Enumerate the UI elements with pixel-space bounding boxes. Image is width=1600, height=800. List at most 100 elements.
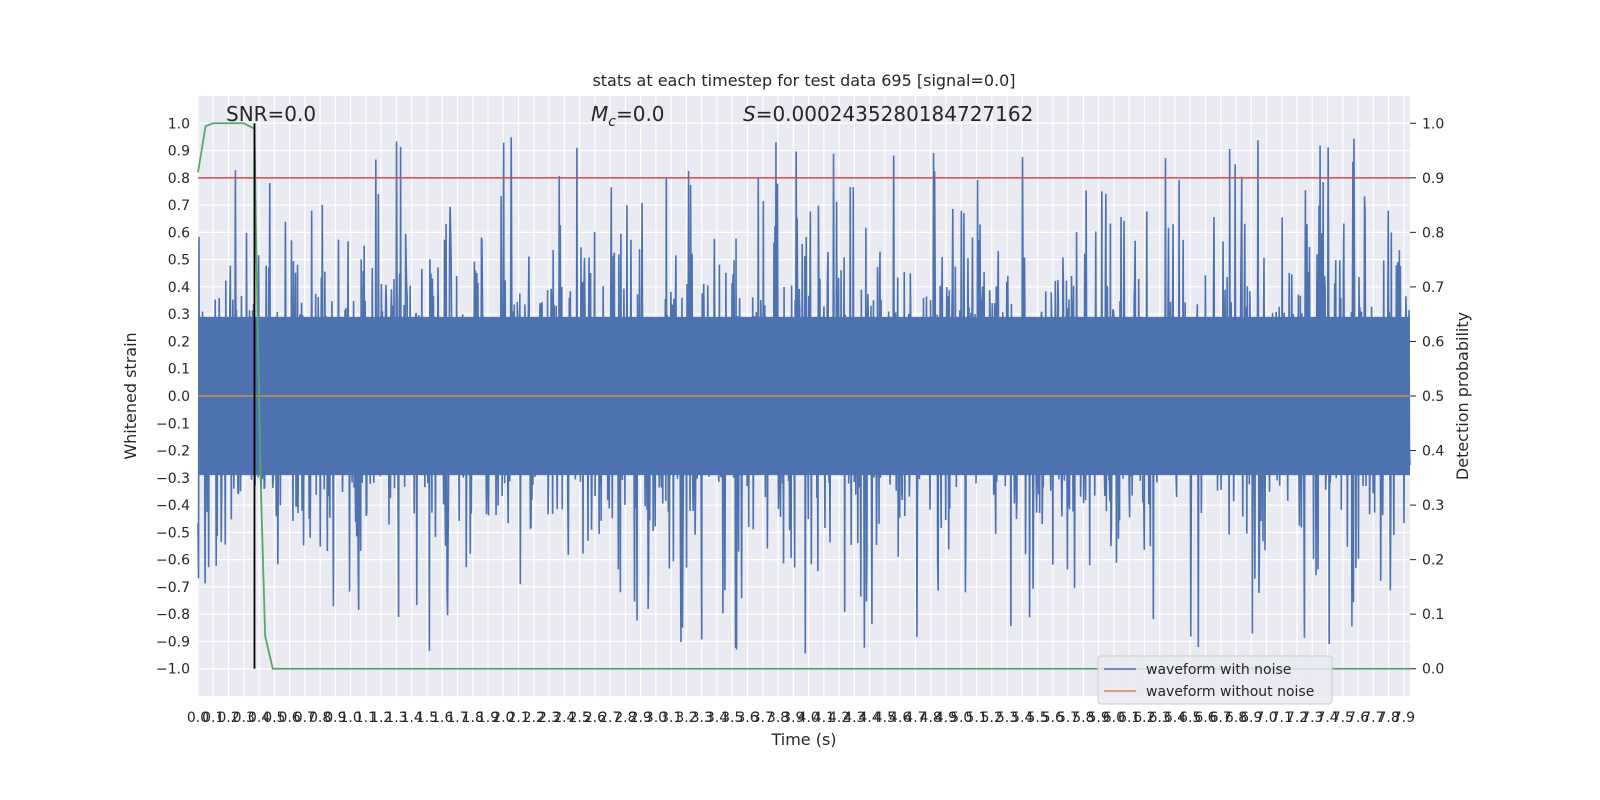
x-tick-label: 7.2 [1286,710,1308,726]
right-y-tick-label: 0.4 [1422,444,1444,460]
x-tick-label: 2.0 [492,710,514,726]
x-tick-label: 7.8 [1377,710,1399,726]
x-tick-label: 0.5 [263,710,285,726]
x-tick-label: 5.5 [1026,710,1048,726]
x-tick-label: 6.3 [1149,710,1171,726]
left-y-tick-label: −0.1 [156,416,190,432]
x-tick-label: 4.3 [843,710,865,726]
left-y-tick-label: 0.1 [168,362,190,378]
mc-value: =0.0 [616,102,665,126]
left-y-tick-label: 0.8 [168,171,190,187]
left-y-tick-label: 0.3 [168,307,190,323]
x-tick-label: 1.8 [462,710,484,726]
left-y-tick-label: −1.0 [156,662,190,678]
x-tick-label: 2.6 [584,710,606,726]
x-tick-label: 0.8 [309,710,331,726]
x-tick-label: 6.5 [1179,710,1201,726]
left-y-tick-label: 0.2 [168,334,190,350]
left-y-tick-label: −0.8 [156,607,190,623]
x-tick-label: 6.0 [1103,710,1125,726]
x-tick-label: 6.4 [1164,710,1186,726]
x-tick-label: 7.6 [1347,710,1369,726]
x-tick-label: 7.4 [1316,710,1338,726]
x-tick-label: 7.3 [1301,710,1323,726]
x-tick-label: 4.9 [935,710,957,726]
x-tick-label: 7.9 [1393,710,1415,726]
x-tick-label: 4.0 [797,710,819,726]
left-y-ticks: 1.0 0.9 0.8 0.7 0.6 0.5 0.4 0.3 0.2 0.1 0.0 −0.1 −0.… [156,116,190,677]
right-y-tick-label: 0.2 [1422,553,1444,569]
x-tick-label: 5.9 [1087,710,1109,726]
left-y-tick-label: 0.9 [168,144,190,160]
series-layer [197,122,1411,670]
x-tick-label: 1.0 [340,710,362,726]
x-tick-label: 5.8 [1072,710,1094,726]
s-value: =0.0002435280184727162 [756,102,1034,126]
x-tick-label: 3.0 [645,710,667,726]
x-tick-label: 0.4 [248,710,270,726]
x-tick-label: 6.9 [1240,710,1262,726]
left-y-tick-label: 0.5 [168,253,190,269]
x-tick-label: 4.1 [813,710,835,726]
legend-box [1097,655,1333,705]
mc-symbol: M [591,102,608,126]
x-tick-label: 5.2 [981,710,1003,726]
x-tick-label: 5.6 [1042,710,1064,726]
left-y-tick-label: −0.2 [156,444,190,460]
left-y-tick-label: 0.4 [168,280,190,296]
x-tick-label: 5.4 [1011,710,1033,726]
x-tick-label: 6.1 [1118,710,1140,726]
x-tick-label: 0.6 [278,710,300,726]
x-tick-label: 2.3 [538,710,560,726]
series-detection-probability [197,122,1410,670]
x-tick-label: 1.2 [370,710,392,726]
x-tick-label: 0.7 [294,710,316,726]
left-y-tick-label: 0.7 [168,198,190,214]
x-tick-label: 0.9 [324,710,346,726]
snr-annotation: SNR=0.0 [226,102,316,126]
x-tick-label: 1.3 [385,710,407,726]
x-tick-label: 6.8 [1225,710,1247,726]
left-y-tick-label: 1.0 [168,116,190,132]
x-tick-label: 1.1 [355,710,377,726]
x-tick-label: 5.1 [965,710,987,726]
x-tick-label: 7.1 [1271,710,1293,726]
x-tick-label: 6.6 [1194,710,1216,726]
right-y-tick-label: 0.7 [1422,280,1444,296]
legend: waveform with noise waveform without noi… [1097,655,1333,705]
chirp-mass-annotation: Mc=0.0 [591,102,665,130]
x-tick-label: 3.1 [660,710,682,726]
x-tick-label: 6.7 [1210,710,1232,726]
chart-title: stats at each timestep for test data 695… [592,71,1015,90]
s-symbol: S [743,102,756,126]
right-y-tick-label: 0.0 [1422,662,1444,678]
x-tick-label: 3.5 [721,710,743,726]
left-y-tick-label: −0.7 [156,580,190,596]
legend-entry-waveform-without-noise: waveform without noise [1146,684,1314,700]
x-tick-label: 0.3 [233,710,255,726]
x-ticks: 0.00.10.20.30.40.50.60.70.80.91.01.11.21… [187,710,1415,726]
x-tick-label: 4.8 [920,710,942,726]
x-tick-label: 2.5 [568,710,590,726]
x-tick-label: 4.4 [859,710,881,726]
x-tick-label: 7.5 [1332,710,1354,726]
x-tick-label: 1.7 [446,710,468,726]
x-tick-label: 1.9 [477,710,499,726]
right-y-tick-label: 0.6 [1422,334,1444,350]
right-y-tick-label: 1.0 [1422,116,1444,132]
right-y-ticks: 1.0 0.9 0.8 0.7 0.6 0.5 0.4 0.3 0.2 0.1 0.0 [1410,116,1444,678]
x-tick-label: 3.3 [691,710,713,726]
x-tick-label: 5.0 [950,710,972,726]
x-tick-label: 2.4 [553,710,575,726]
left-y-tick-label: 0.0 [168,389,190,405]
left-y-tick-label: −0.5 [156,525,190,541]
x-tick-label: 7.7 [1362,710,1384,726]
x-tick-label: 2.8 [614,710,636,726]
x-axis-label: Time (s) [770,730,836,749]
x-tick-label: 6.2 [1133,710,1155,726]
x-tick-label: 3.8 [767,710,789,726]
x-tick-label: 1.6 [431,710,453,726]
right-y-tick-label: 0.8 [1422,225,1444,241]
